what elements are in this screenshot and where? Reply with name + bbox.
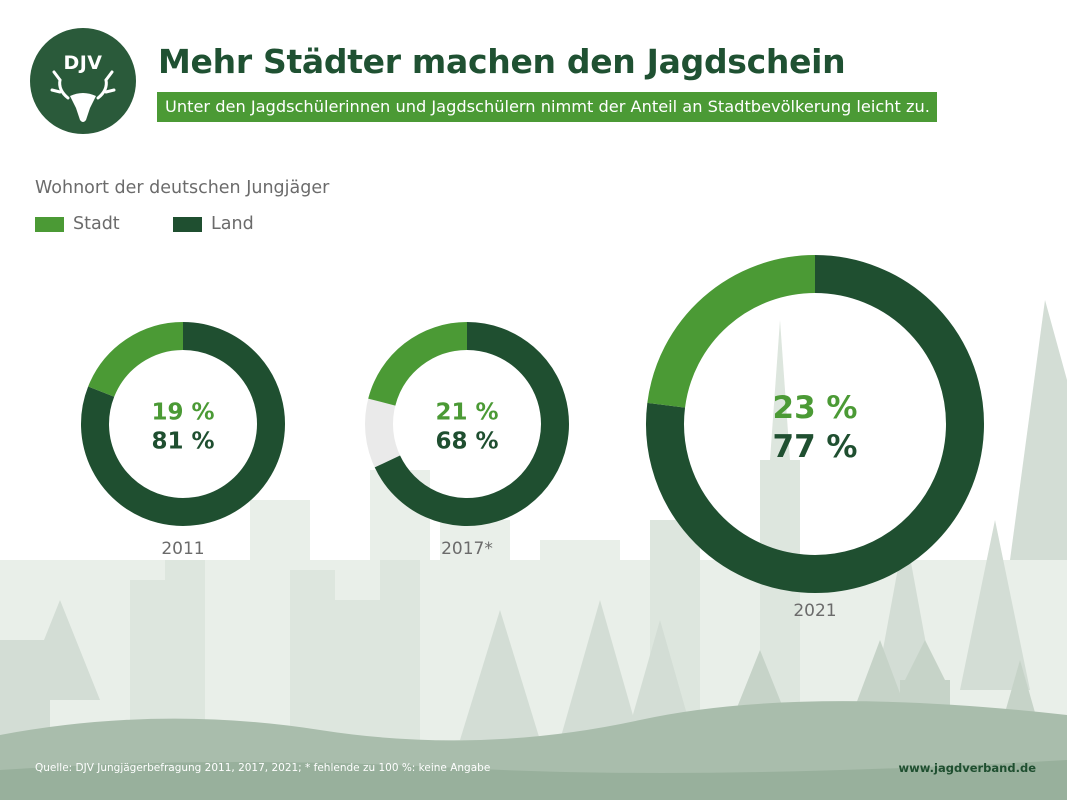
slice-stadt-2011 [88,322,184,398]
legend-label-land: Land [211,214,254,234]
slice-stadt-2021 [647,255,816,408]
slice-land-2017 [374,322,569,526]
website-link[interactable]: www.jagdverband.de [898,761,1036,775]
legend-item-stadt: Stadt [35,214,120,234]
donut-2011: 19 % 81 % 2011 [81,322,285,559]
source-note: Quelle: DJV Jungjägerbefragung 2011, 201… [35,762,491,774]
label-stadt-2017: 21 % [435,399,498,425]
legend-item-land: Land [173,214,254,234]
year-label-2021: 2021 [793,601,836,621]
label-stadt-2021: 23 % [773,390,858,426]
year-label-2017: 2017* [441,539,493,559]
chart-title: Wohnort der deutschen Jungjäger [35,178,330,198]
year-label-2011: 2011 [161,539,204,559]
legend-swatch-land [173,216,202,232]
slice-land-2011 [81,322,285,526]
slice-land-2021 [646,255,984,593]
label-land-2021: 77 % [773,429,858,465]
label-stadt-2011: 19 % [151,399,214,425]
page-subtitle: Unter den Jagdschülerinnen und Jagdschül… [157,92,937,122]
deer-antler-icon [50,70,116,122]
legend-swatch-stadt [35,216,64,232]
page-title: Mehr Städter machen den Jagdschein [158,42,846,81]
slice-stadt-2017 [368,322,468,407]
label-land-2017: 68 % [435,429,498,455]
legend-label-stadt: Stadt [73,214,120,234]
label-land-2011: 81 % [151,429,214,455]
donut-2021: 23 %77 % 2021 [646,255,984,621]
djv-logo: DJV [30,28,136,134]
logo-text: DJV [63,52,103,74]
donut-2017: 21 % 68 % 2017* [365,322,569,559]
